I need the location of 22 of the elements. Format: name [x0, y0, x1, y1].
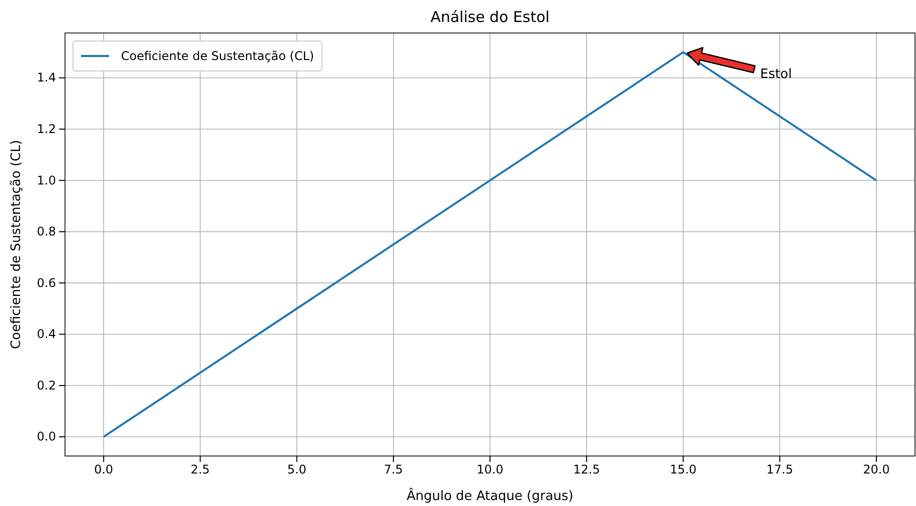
legend-label: Coeficiente de Sustentação (CL) — [121, 49, 314, 63]
y-tick-label: 1.2 — [36, 122, 56, 136]
x-tick-label: 5.0 — [287, 462, 306, 477]
x-axis-title: Ângulo de Ataque (graus) — [406, 487, 574, 504]
y-tick-label: 0.8 — [36, 224, 56, 239]
x-tick-label: 12.5 — [573, 462, 600, 477]
x-tick-label: 0.0 — [94, 462, 114, 477]
x-tick-label: 17.5 — [766, 462, 794, 477]
y-tick-label: 1.0 — [36, 173, 56, 188]
y-tick-label: 0.0 — [36, 430, 56, 444]
x-tick-label: 15.0 — [670, 462, 697, 477]
x-tick-label: 2.5 — [190, 462, 210, 477]
y-tick-label: 0.6 — [36, 276, 56, 290]
y-tick-label: 0.4 — [36, 327, 56, 342]
chart-title: Análise do Estol — [430, 8, 550, 26]
y-axis-title: Coeficiente de Sustentação (CL) — [9, 140, 24, 350]
y-tick-label: 1.4 — [36, 70, 56, 85]
annotation: Estol — [760, 67, 792, 82]
x-tick-label: 20.0 — [863, 462, 890, 477]
x-tick-label: 7.5 — [384, 462, 403, 477]
y-tick-label: 0.2 — [36, 378, 56, 392]
x-tick-label: 10.0 — [476, 462, 504, 477]
